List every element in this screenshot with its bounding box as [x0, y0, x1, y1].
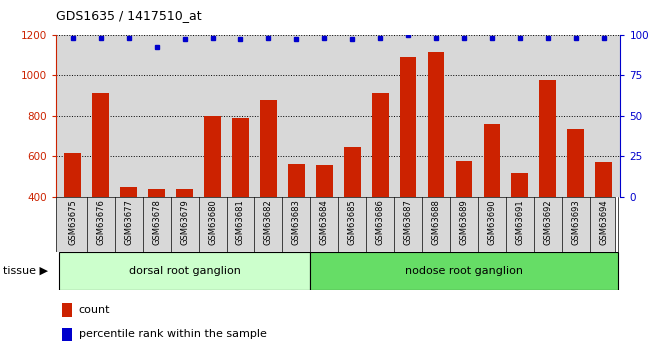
Text: GSM63681: GSM63681 — [236, 199, 245, 245]
Bar — [568, 129, 584, 197]
Bar — [288, 164, 305, 197]
Text: GSM63675: GSM63675 — [69, 199, 77, 245]
Text: GSM63694: GSM63694 — [599, 199, 608, 245]
Text: GSM63686: GSM63686 — [376, 199, 385, 245]
Bar — [204, 116, 221, 197]
Bar — [59, 252, 310, 290]
Bar — [595, 162, 612, 197]
Text: GSM63688: GSM63688 — [432, 199, 440, 245]
Text: GSM63677: GSM63677 — [124, 199, 133, 245]
Bar — [428, 52, 444, 197]
Text: GSM63687: GSM63687 — [403, 199, 412, 245]
Bar — [316, 165, 333, 197]
Text: nodose root ganglion: nodose root ganglion — [405, 266, 523, 276]
Text: count: count — [79, 305, 110, 315]
Bar — [176, 188, 193, 197]
Bar — [512, 173, 528, 197]
Text: dorsal root ganglion: dorsal root ganglion — [129, 266, 240, 276]
Bar — [539, 80, 556, 197]
Text: tissue ▶: tissue ▶ — [3, 266, 48, 276]
Text: GSM63693: GSM63693 — [571, 199, 580, 245]
Bar — [260, 100, 277, 197]
Text: GSM63685: GSM63685 — [348, 199, 356, 245]
Bar — [120, 187, 137, 197]
Bar — [310, 252, 618, 290]
Bar — [484, 124, 500, 197]
Text: GDS1635 / 1417510_at: GDS1635 / 1417510_at — [56, 9, 202, 22]
Text: percentile rank within the sample: percentile rank within the sample — [79, 329, 267, 339]
Bar — [148, 188, 165, 197]
Bar — [62, 304, 72, 317]
Text: GSM63692: GSM63692 — [543, 199, 552, 245]
Text: GSM63691: GSM63691 — [515, 199, 524, 245]
Bar — [400, 57, 416, 197]
Bar — [372, 93, 389, 197]
Bar — [232, 118, 249, 197]
Text: GSM63689: GSM63689 — [459, 199, 469, 245]
Text: GSM63684: GSM63684 — [320, 199, 329, 245]
Text: GSM63678: GSM63678 — [152, 199, 161, 245]
Text: GSM63690: GSM63690 — [487, 199, 496, 245]
Bar — [92, 93, 109, 197]
Text: GSM63676: GSM63676 — [96, 199, 106, 245]
Text: GSM63680: GSM63680 — [208, 199, 217, 245]
Bar — [344, 147, 360, 197]
Text: GSM63682: GSM63682 — [264, 199, 273, 245]
Bar — [65, 153, 81, 197]
Text: GSM63679: GSM63679 — [180, 199, 189, 245]
Bar — [62, 328, 72, 341]
Bar — [455, 161, 473, 197]
Text: GSM63683: GSM63683 — [292, 199, 301, 245]
